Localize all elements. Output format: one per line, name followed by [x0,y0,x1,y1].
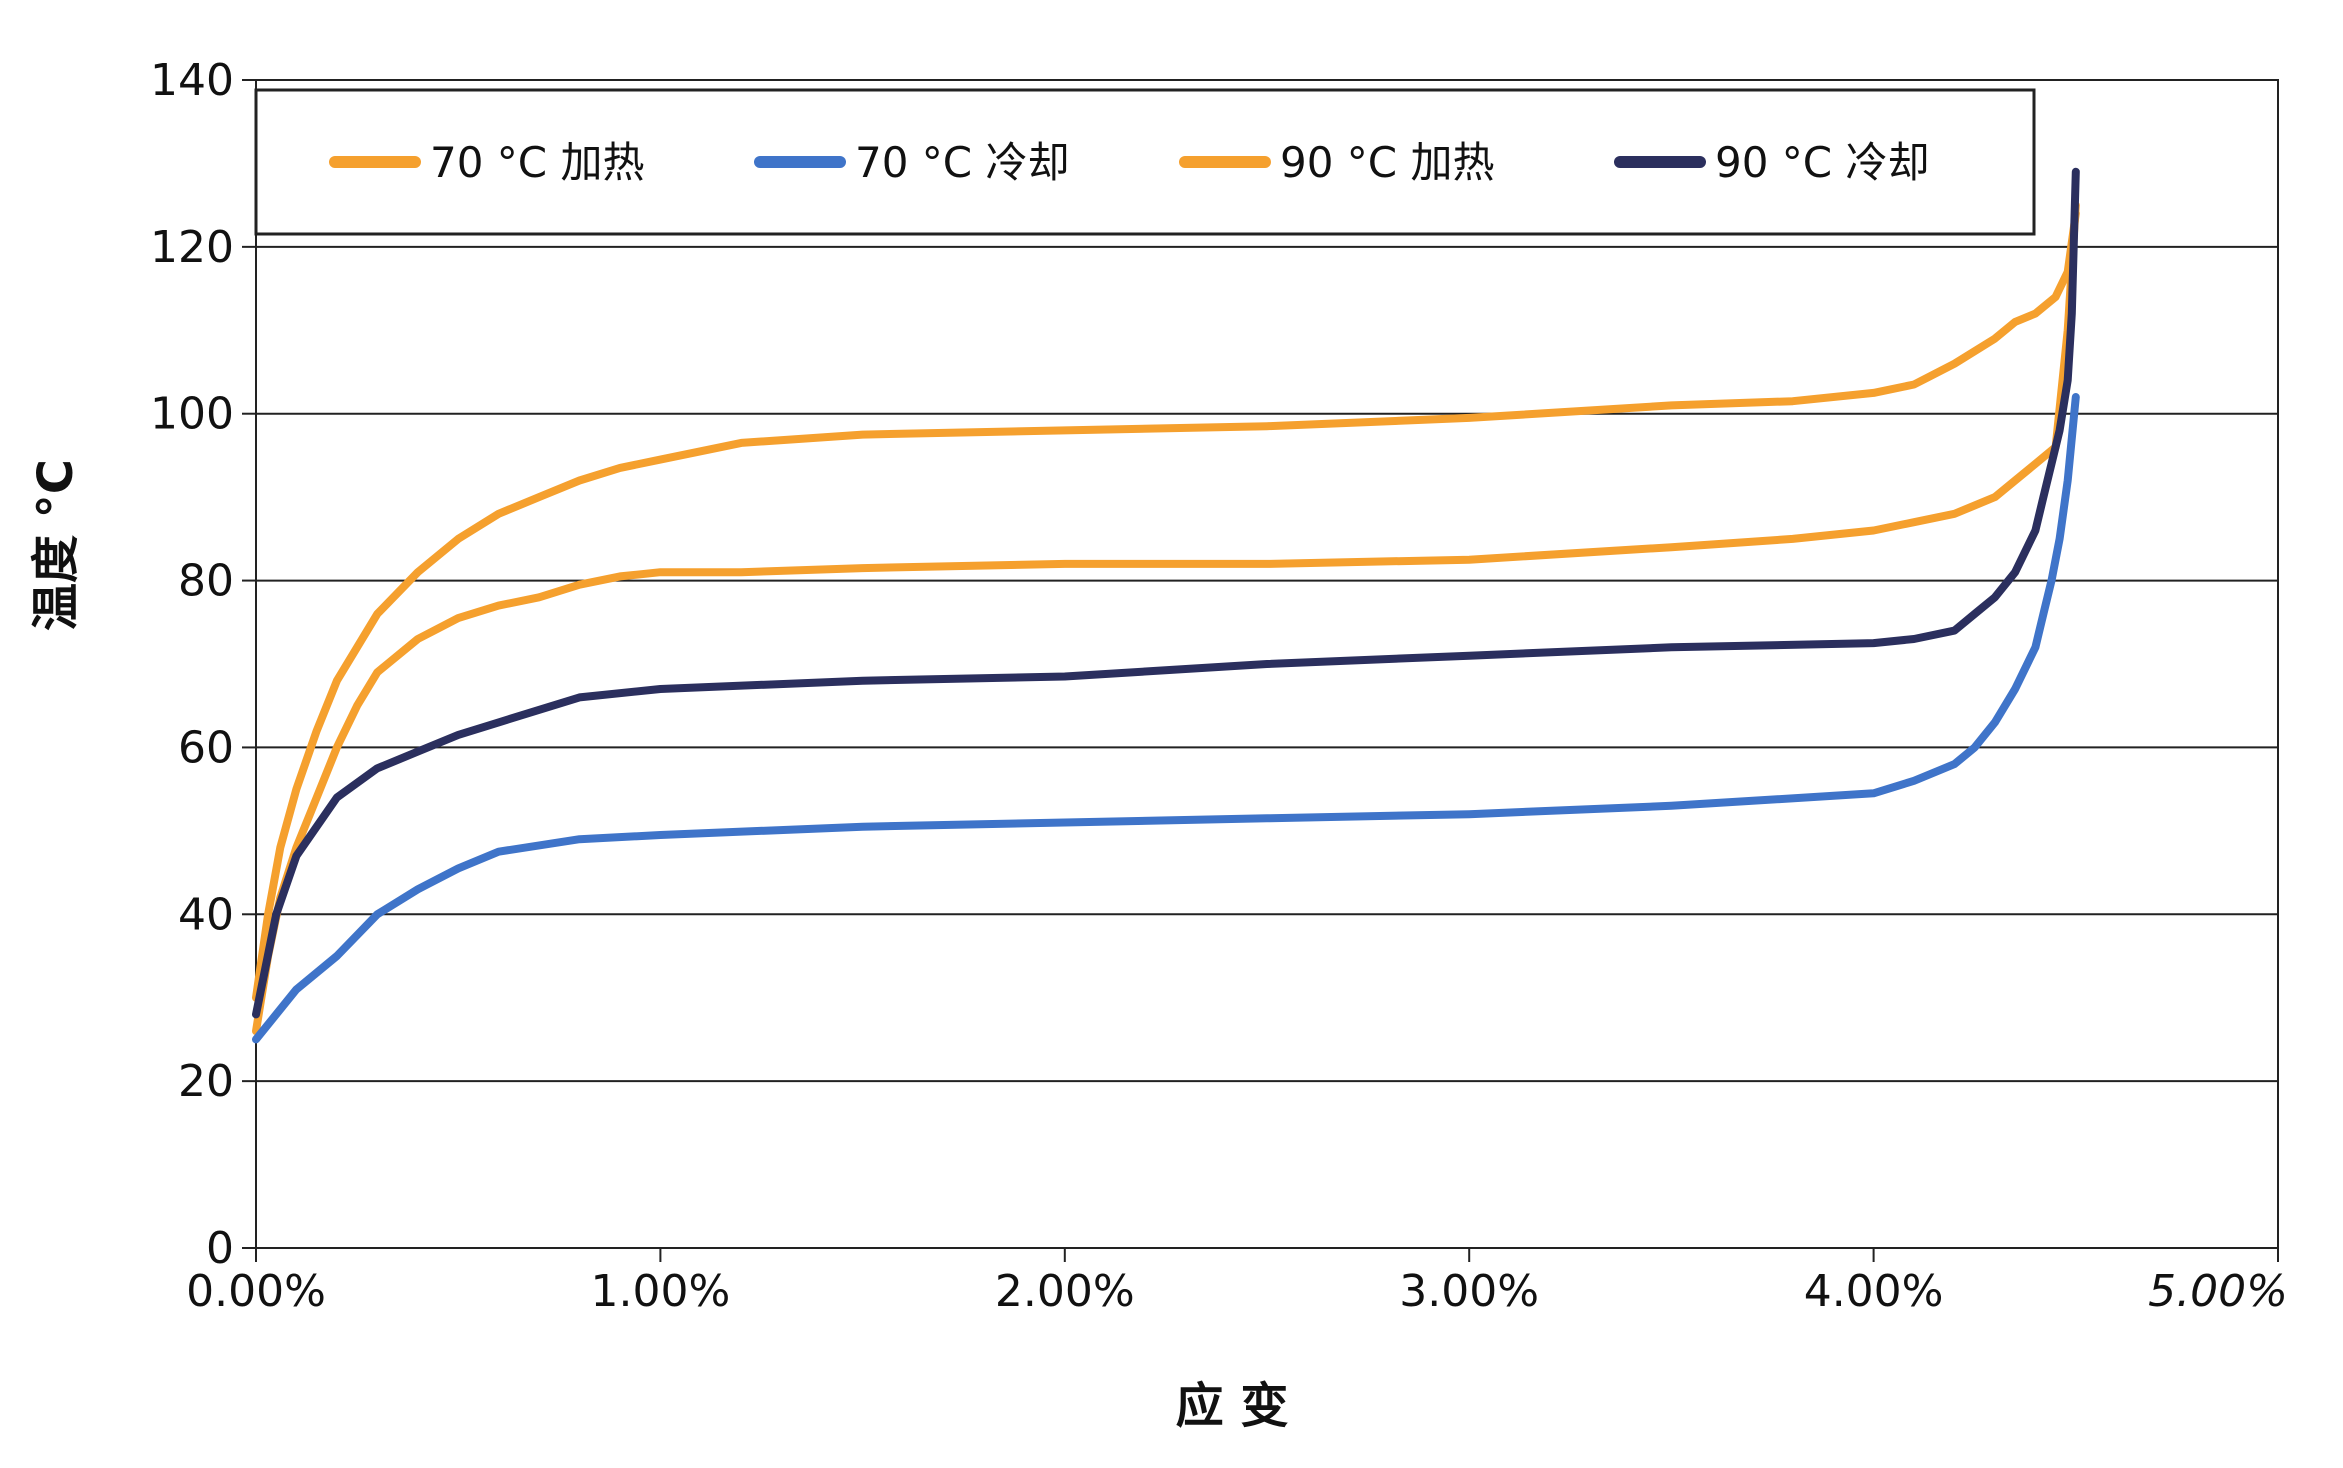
y-tick-label: 0 [206,1223,234,1274]
y-tick-label: 140 [150,55,234,106]
legend: 70 °C 加热 70 °C 冷却 90 °C 加热 90 °C 冷却 [254,88,2036,236]
y-tick-label: 60 [178,722,234,773]
series-layer [252,167,2080,1044]
x-axis-title: 应 变 [1176,1378,1289,1434]
y-axis-ticks: 0 20 40 60 80 100 120 140 [150,55,256,1274]
plot-area-frame [255,79,2279,1249]
y-axis-title: 温度 °C [28,459,84,631]
y-tick-label: 40 [178,889,234,940]
x-tick-label: 5.00% [2148,1266,2288,1317]
legend-box [254,88,2036,236]
series-line-1 [252,201,2080,1036]
legend-label-2: 70 °C 冷却 [855,138,1069,187]
x-tick-label: 0.00% [186,1266,326,1317]
series-line-2 [252,393,2080,1044]
y-tick-label: 20 [178,1056,234,1107]
y-tick-label: 80 [178,556,234,607]
x-axis-ticks: 0.00% 1.00% 2.00% 3.00% 4.00% 5.00% [186,1248,2288,1317]
y-tick-label: 100 [150,389,234,440]
series-line-4 [252,167,2080,1019]
legend-label-4: 90 °C 冷却 [1715,138,1929,187]
x-tick-label: 4.00% [1804,1266,1944,1317]
x-tick-label: 2.00% [995,1266,1135,1317]
legend-label-1: 70 °C 加热 [430,138,644,187]
series-line-3 [252,209,2080,1002]
legend-label-3: 90 °C 加热 [1280,138,1494,187]
x-tick-label: 1.00% [591,1266,731,1317]
y-tick-label: 120 [150,222,234,273]
x-tick-label: 3.00% [1399,1266,1539,1317]
